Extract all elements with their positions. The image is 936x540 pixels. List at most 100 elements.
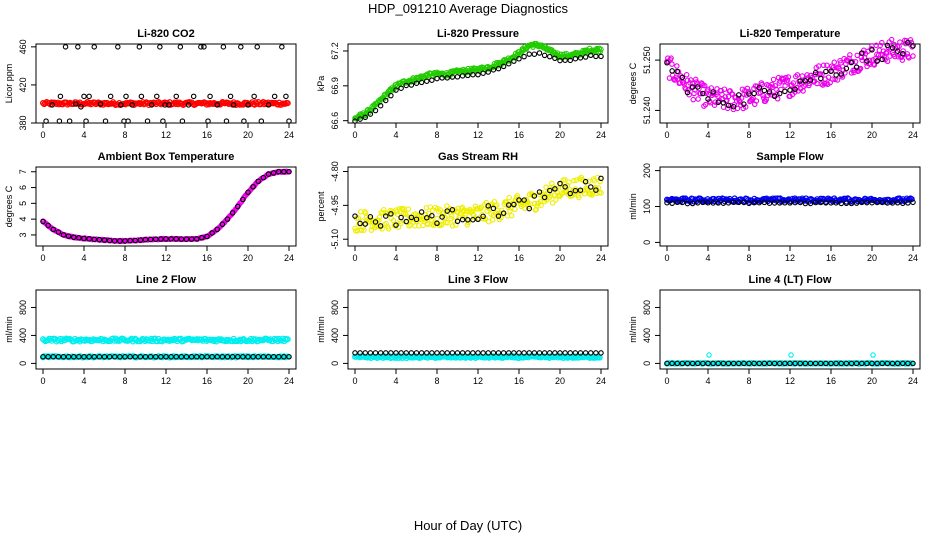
data-point bbox=[802, 200, 809, 207]
data-point bbox=[398, 85, 404, 91]
data-point bbox=[207, 93, 213, 100]
data-point bbox=[449, 350, 456, 356]
data-point bbox=[464, 217, 471, 223]
data-point bbox=[823, 360, 829, 367]
data-point bbox=[799, 73, 806, 79]
x-tick-label: 4 bbox=[705, 130, 710, 140]
data-point bbox=[388, 211, 394, 217]
data-point bbox=[879, 39, 885, 46]
data-point bbox=[587, 350, 594, 356]
x-tick-label: 8 bbox=[746, 376, 751, 386]
data-point bbox=[490, 217, 496, 223]
data-point bbox=[533, 206, 539, 213]
data-point bbox=[546, 350, 553, 356]
data-point bbox=[352, 118, 358, 124]
data-point bbox=[557, 350, 563, 356]
data-point bbox=[147, 354, 154, 360]
data-point bbox=[177, 44, 184, 50]
data-point bbox=[769, 81, 775, 88]
x-tick-label: 16 bbox=[202, 376, 212, 386]
data-point bbox=[771, 200, 778, 206]
data-point bbox=[485, 69, 491, 75]
data-point bbox=[679, 360, 686, 367]
data-point bbox=[746, 360, 752, 367]
data-point bbox=[123, 93, 129, 100]
x-tick-label: 12 bbox=[785, 130, 795, 140]
data-point bbox=[864, 58, 870, 64]
data-point bbox=[214, 354, 221, 360]
data-point bbox=[403, 211, 409, 218]
data-point bbox=[490, 350, 497, 356]
data-point bbox=[86, 236, 92, 242]
data-point bbox=[97, 101, 104, 107]
data-point bbox=[815, 63, 822, 69]
data-point bbox=[173, 93, 180, 100]
data-point bbox=[531, 350, 538, 356]
data-point bbox=[117, 238, 123, 244]
x-tick-label: 0 bbox=[664, 130, 669, 140]
data-point bbox=[377, 223, 384, 229]
data-point bbox=[270, 170, 277, 176]
data-point bbox=[838, 71, 844, 77]
data-point bbox=[45, 222, 51, 229]
data-point bbox=[183, 236, 190, 242]
data-point bbox=[112, 238, 118, 244]
data-point bbox=[828, 68, 834, 75]
data-point bbox=[824, 62, 830, 69]
data-point bbox=[573, 177, 580, 183]
panel-8: Line 4 (LT) Flow ml/min 0 4 8 12 16 20 24 0 400 800 bbox=[628, 274, 921, 386]
data-point bbox=[869, 360, 875, 367]
data-point bbox=[910, 199, 916, 206]
data-point bbox=[470, 216, 476, 223]
data-point bbox=[459, 350, 466, 356]
data-point bbox=[894, 360, 901, 367]
x-tick-label: 8 bbox=[122, 376, 127, 386]
y-axis-label: percent bbox=[316, 191, 326, 222]
data-point bbox=[828, 200, 834, 206]
data-point bbox=[418, 350, 425, 356]
series-black bbox=[352, 350, 604, 356]
x-tick-label: 0 bbox=[664, 376, 669, 386]
data-point bbox=[797, 199, 803, 206]
x-tick-label: 24 bbox=[596, 130, 606, 140]
data-point bbox=[449, 207, 456, 213]
data-point bbox=[488, 211, 494, 217]
data-point bbox=[423, 350, 430, 356]
data-point bbox=[204, 354, 210, 360]
data-point bbox=[209, 230, 215, 236]
data-point bbox=[142, 354, 149, 360]
data-point bbox=[546, 53, 553, 60]
data-point bbox=[776, 200, 783, 206]
data-point bbox=[598, 190, 604, 196]
data-point bbox=[776, 90, 783, 97]
data-point bbox=[536, 189, 543, 195]
data-point bbox=[57, 93, 64, 100]
data-point bbox=[879, 360, 885, 367]
x-tick-label: 4 bbox=[81, 130, 86, 140]
data-point bbox=[81, 235, 87, 242]
data-point bbox=[511, 58, 517, 64]
y-axis-label: degrees C bbox=[628, 62, 638, 104]
data-point bbox=[485, 203, 491, 209]
x-tick-label: 0 bbox=[40, 376, 45, 386]
data-point bbox=[118, 102, 124, 108]
y-tick-label: 400 bbox=[330, 328, 340, 343]
data-point bbox=[78, 104, 84, 110]
data-point bbox=[506, 194, 512, 201]
data-point bbox=[55, 229, 62, 235]
y-tick-label: 67.2 bbox=[330, 42, 340, 60]
data-point bbox=[166, 102, 172, 108]
x-tick-label: 16 bbox=[202, 253, 212, 263]
data-point bbox=[790, 80, 797, 86]
data-point bbox=[838, 60, 844, 66]
y-tick-label: 51.250 bbox=[642, 46, 652, 74]
data-point bbox=[684, 89, 691, 96]
data-point bbox=[449, 213, 455, 219]
data-point bbox=[394, 211, 401, 218]
x-tick-label: 20 bbox=[555, 130, 565, 140]
data-point bbox=[711, 102, 718, 108]
x-tick-label: 24 bbox=[284, 253, 294, 263]
data-point bbox=[756, 84, 762, 91]
data-point bbox=[725, 200, 732, 206]
data-point bbox=[367, 214, 374, 220]
